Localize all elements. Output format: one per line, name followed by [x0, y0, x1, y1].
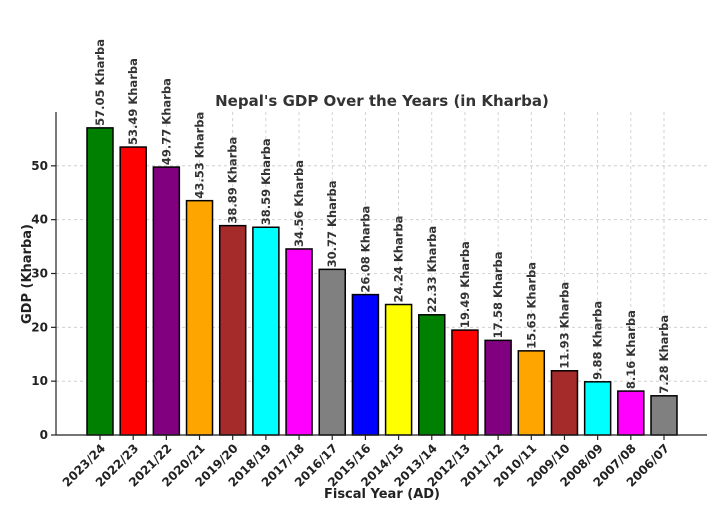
bar-2020-21 [185, 199, 214, 436]
bars-group [86, 127, 678, 436]
data-label: 15.63 Kharba [524, 262, 538, 349]
bar-2007-08 [617, 390, 645, 436]
data-label: 38.59 Kharba [259, 138, 273, 225]
data-label: 53.49 Kharba [126, 58, 140, 145]
y-tick-label: 0 [40, 428, 48, 442]
y-tick-label: 30 [31, 267, 48, 281]
data-label: 49.77 Kharba [159, 78, 173, 165]
bar-2008-09 [583, 381, 612, 436]
data-label: 19.49 Kharba [458, 241, 472, 328]
data-label: 34.56 Kharba [292, 160, 306, 247]
data-label: 43.53 Kharba [193, 112, 207, 199]
bar-2016-17 [318, 268, 346, 436]
data-label: 30.77 Kharba [325, 180, 339, 267]
y-axis-label: GDP (Kharba) [20, 224, 35, 324]
data-label: 8.16 Kharba [624, 310, 638, 389]
y-tick-label: 40 [31, 213, 48, 227]
bar-2015-16 [351, 293, 380, 436]
data-label: 22.33 Kharba [425, 226, 439, 313]
data-label: 38.89 Kharba [226, 137, 240, 224]
bar-2019-20 [218, 224, 247, 436]
data-label: 24.24 Kharba [392, 216, 406, 303]
x-axis-label: Fiscal Year (AD) [324, 487, 440, 502]
bar-2012-13 [451, 329, 479, 436]
data-label: 57.05 Kharba [93, 39, 107, 126]
data-label: 7.28 Kharba [657, 315, 671, 394]
data-label: 9.88 Kharba [591, 301, 605, 380]
data-label: 11.93 Kharba [557, 282, 571, 369]
y-tick-label: 10 [31, 374, 48, 388]
chart-title: Nepal's GDP Over the Years (in Kharba) [215, 92, 549, 110]
bar-2010-11 [517, 350, 546, 436]
data-label: 26.08 Kharba [358, 206, 372, 293]
bar-2006-07 [650, 395, 678, 436]
bar-2011-12 [484, 339, 512, 436]
bar-2014-15 [384, 303, 413, 436]
data-label: 17.58 Kharba [491, 251, 505, 338]
data-labels-group: 57.05 Kharba 53.49 Kharba 49.77 Kharba 43.5… [93, 39, 671, 394]
bar-2022-23 [119, 146, 147, 436]
bar-2013-14 [418, 314, 446, 436]
bar-2018-19 [252, 226, 280, 436]
bar-2009-10 [550, 370, 579, 436]
bar-2023-24 [86, 127, 114, 436]
bar-2017-18 [285, 248, 313, 436]
y-tick-label: 20 [31, 320, 48, 334]
bar-2021-22 [152, 166, 181, 436]
y-tick-label: 50 [31, 159, 48, 173]
